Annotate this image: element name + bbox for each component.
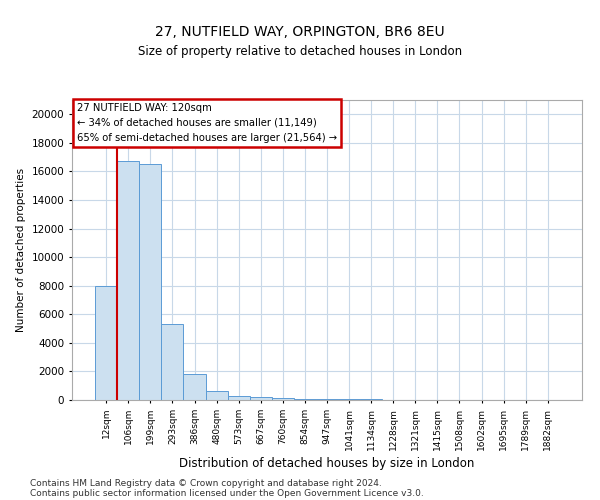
Text: 27 NUTFIELD WAY: 120sqm
← 34% of detached houses are smaller (11,149)
65% of sem: 27 NUTFIELD WAY: 120sqm ← 34% of detache…	[77, 103, 337, 142]
Bar	[272, 398, 294, 400]
X-axis label: Distribution of detached houses by size in London: Distribution of detached houses by size …	[179, 456, 475, 469]
Bar	[184, 374, 206, 400]
Bar	[250, 397, 272, 400]
Bar	[206, 392, 227, 400]
Bar	[139, 164, 161, 400]
Text: Size of property relative to detached houses in London: Size of property relative to detached ho…	[138, 45, 462, 58]
Text: Contains HM Land Registry data © Crown copyright and database right 2024.: Contains HM Land Registry data © Crown c…	[30, 478, 382, 488]
Y-axis label: Number of detached properties: Number of detached properties	[16, 168, 26, 332]
Bar	[95, 286, 117, 400]
Bar	[161, 324, 184, 400]
Text: Contains public sector information licensed under the Open Government Licence v3: Contains public sector information licen…	[30, 488, 424, 498]
Bar	[316, 399, 338, 400]
Bar	[294, 398, 316, 400]
Bar	[227, 396, 250, 400]
Text: 27, NUTFIELD WAY, ORPINGTON, BR6 8EU: 27, NUTFIELD WAY, ORPINGTON, BR6 8EU	[155, 25, 445, 39]
Bar	[117, 162, 139, 400]
